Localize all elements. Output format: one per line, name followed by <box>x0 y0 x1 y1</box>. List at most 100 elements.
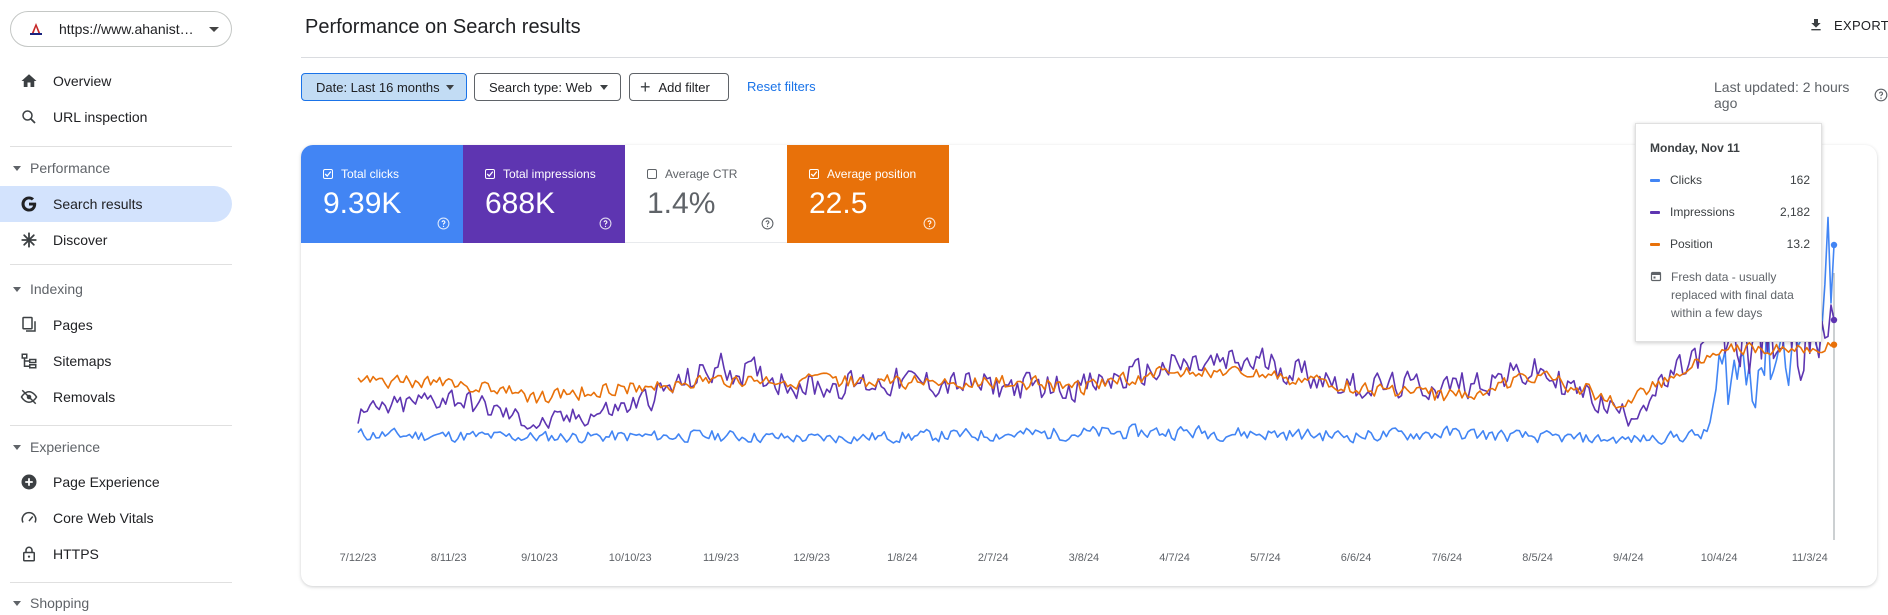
checkbox-checked-icon[interactable] <box>809 169 819 179</box>
series-swatch <box>1650 242 1660 246</box>
asterisk-icon <box>19 230 39 250</box>
sidebar-item-removals[interactable]: Removals <box>0 379 232 415</box>
metric-value: 1.4% <box>647 187 716 220</box>
metric-tile-impressions[interactable]: Total impressions 688K <box>463 145 625 243</box>
metric-tile-position[interactable]: Average position 22.5 <box>787 145 949 243</box>
hover-point-impressions <box>1830 316 1838 324</box>
series-swatch <box>1650 178 1660 182</box>
metric-label: Total clicks <box>341 167 400 181</box>
help-icon[interactable] <box>1874 88 1888 102</box>
section-shopping[interactable]: Shopping <box>0 591 89 615</box>
tooltip-row-value: 162 <box>1789 173 1810 187</box>
sidebar-item-discover[interactable]: Discover <box>0 222 232 258</box>
last-updated: Last updated: 2 hours ago <box>1714 79 1888 111</box>
metric-tile-clicks[interactable]: Total clicks 9.39K <box>301 145 463 243</box>
x-tick-label: 11/9/23 <box>703 552 739 564</box>
x-tick-label: 9/4/24 <box>1613 552 1644 564</box>
metric-label: Average CTR <box>665 167 738 181</box>
sidebar-item-label: Pages <box>53 317 93 333</box>
x-tick-label: 3/8/24 <box>1069 552 1100 564</box>
section-label: Experience <box>30 439 101 455</box>
export-button[interactable]: EXPORT <box>1808 17 1888 33</box>
section-label: Shopping <box>30 595 90 611</box>
metric-value: 9.39K <box>323 187 402 220</box>
sitemap-icon <box>19 351 39 371</box>
sidebar-item-url-inspection[interactable]: URL inspection <box>0 99 232 135</box>
x-tick-label: 10/10/23 <box>609 552 652 564</box>
reset-filters-link[interactable]: Reset filters <box>747 79 816 94</box>
last-updated-text: Last updated: 2 hours ago <box>1714 79 1850 111</box>
sidebar-item-sitemaps[interactable]: Sitemaps <box>0 343 232 379</box>
sidebar-divider <box>10 146 232 147</box>
tooltip-date: Monday, Nov 11 <box>1650 141 1740 155</box>
checkbox-checked-icon[interactable] <box>323 169 333 179</box>
performance-chart[interactable]: 7/12/23 8/11/23 9/10/23 10/10/23 11/9/23 12/9… <box>301 145 1877 586</box>
sidebar-item-label: HTTPS <box>53 546 99 562</box>
x-tick-label: 7/6/24 <box>1432 552 1463 564</box>
section-indexing[interactable]: Indexing <box>0 277 83 301</box>
search-type-label: Search type: Web <box>489 79 593 95</box>
sidebar-item-overview[interactable]: Overview <box>0 63 232 99</box>
add-filter-label: Add filter <box>658 79 710 95</box>
series-line-impressions <box>357 298 1835 430</box>
search-type-chip[interactable]: Search type: Web <box>474 73 621 101</box>
sidebar-item-label: Page Experience <box>53 474 160 490</box>
property-selector[interactable]: https://www.ahanista.com/ <box>10 11 232 47</box>
metric-tile-ctr[interactable]: Average CTR 1.4% <box>625 145 787 243</box>
sidebar-item-page-experience[interactable]: Page Experience <box>0 464 232 500</box>
calendar-icon <box>1650 271 1662 282</box>
x-tick-label: 7/12/23 <box>340 552 377 564</box>
tooltip-row-label: Impressions <box>1670 205 1735 219</box>
sidebar-item-search-results[interactable]: Search results <box>0 186 232 222</box>
search-icon <box>19 107 39 127</box>
x-tick-label: 8/5/24 <box>1522 552 1553 564</box>
sidebar-item-label: Removals <box>53 389 116 405</box>
sidebar-item-label: Search results <box>53 196 143 212</box>
add-filter-button[interactable]: + Add filter <box>629 73 729 101</box>
metric-label-row: Total clicks <box>323 167 399 181</box>
checkbox-checked-icon[interactable] <box>485 169 495 179</box>
tooltip-row-value: 2,182 <box>1779 205 1810 219</box>
help-icon[interactable] <box>437 217 450 235</box>
header-divider <box>301 57 1888 58</box>
caret-down-icon <box>13 286 21 292</box>
sidebar-item-pages[interactable]: Pages <box>0 307 232 343</box>
home-icon <box>19 71 39 91</box>
sidebar-item-label: Sitemaps <box>53 353 112 369</box>
help-icon[interactable] <box>599 217 612 235</box>
sidebar-divider <box>10 425 232 426</box>
eye-off-icon <box>19 387 39 407</box>
x-tick-label: 1/8/24 <box>887 552 918 564</box>
series-line-clicks <box>357 216 1835 445</box>
sidebar-item-label: URL inspection <box>53 109 148 125</box>
x-tick-label: 2/7/24 <box>978 552 1009 564</box>
sidebar-item-label: Overview <box>53 73 112 89</box>
property-url: https://www.ahanista.com/ <box>59 21 195 37</box>
checkbox-unchecked-icon[interactable] <box>647 169 657 179</box>
date-filter-chip[interactable]: Date: Last 16 months <box>301 73 467 101</box>
metric-label: Average position <box>827 167 917 181</box>
sidebar-item-https[interactable]: HTTPS <box>0 536 232 572</box>
x-tick-label: 9/10/23 <box>521 552 558 564</box>
sidebar-divider <box>10 582 232 583</box>
section-experience[interactable]: Experience <box>0 435 100 459</box>
help-icon[interactable] <box>923 217 936 235</box>
caret-down-icon <box>13 600 21 606</box>
x-tick-label: 5/7/24 <box>1250 552 1281 564</box>
chart-tooltip: Monday, Nov 11 Clicks 162 Impressions 2,… <box>1635 123 1822 342</box>
hover-point-clicks <box>1830 241 1838 249</box>
chevron-down-icon <box>209 26 219 32</box>
tooltip-row-label: Position <box>1670 237 1713 251</box>
section-label: Indexing <box>30 281 83 297</box>
plus-icon: + <box>640 77 651 97</box>
google-g-icon <box>19 194 39 214</box>
sidebar-item-label: Core Web Vitals <box>53 510 154 526</box>
x-tick-label: 11/3/24 <box>1792 552 1828 564</box>
metric-label-row: Average position <box>809 167 916 181</box>
metric-label: Total impressions <box>503 167 596 181</box>
section-performance[interactable]: Performance <box>0 156 110 180</box>
sidebar-item-core-web-vitals[interactable]: Core Web Vitals <box>0 500 232 536</box>
help-icon[interactable] <box>761 217 774 235</box>
series-line-position <box>357 341 1835 409</box>
hover-point-position <box>1830 341 1838 348</box>
